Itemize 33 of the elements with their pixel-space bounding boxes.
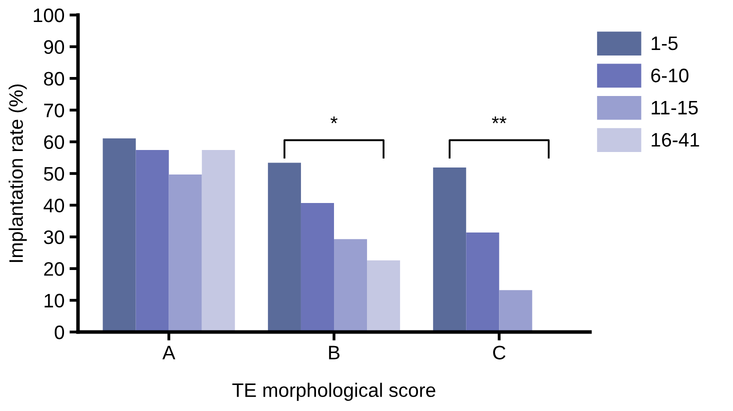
x-tick-label: C <box>493 346 506 360</box>
annotation: * <box>330 116 338 124</box>
bar <box>466 232 500 332</box>
y-tick-label: 20 <box>44 262 64 276</box>
legend-label: 11-15 <box>652 100 698 115</box>
bar <box>136 150 169 332</box>
legend-label: 1-5 <box>652 36 678 50</box>
y-tick-label: 50 <box>44 166 64 181</box>
y-tick-label: 0 <box>54 325 64 340</box>
bar <box>268 162 301 332</box>
bar <box>168 174 202 332</box>
bar <box>499 290 532 332</box>
y-tick-label: 90 <box>44 40 64 54</box>
y-axis-title: Implantation rate (%) <box>8 84 27 262</box>
bar <box>433 167 466 332</box>
annotation: ** <box>492 116 506 124</box>
y-tick-label: 60 <box>44 135 64 150</box>
legend-label: 16-41 <box>652 132 700 147</box>
x-axis-title: TE morphological score <box>232 382 436 401</box>
y-tick-label: 30 <box>44 230 64 244</box>
legend-label: 6-10 <box>651 68 688 82</box>
y-tick-label: 80 <box>44 72 64 86</box>
bar <box>102 138 136 332</box>
y-tick-label: 70 <box>44 104 64 118</box>
y-tick-label: 10 <box>44 294 64 308</box>
x-tick-label: B <box>329 346 340 360</box>
y-tick-label: 100 <box>34 8 64 22</box>
bar <box>300 202 334 332</box>
y-tick-label: 40 <box>44 198 64 212</box>
bar <box>202 150 235 332</box>
bar <box>367 260 400 332</box>
x-tick-label: A <box>162 346 176 360</box>
bar <box>334 239 368 332</box>
